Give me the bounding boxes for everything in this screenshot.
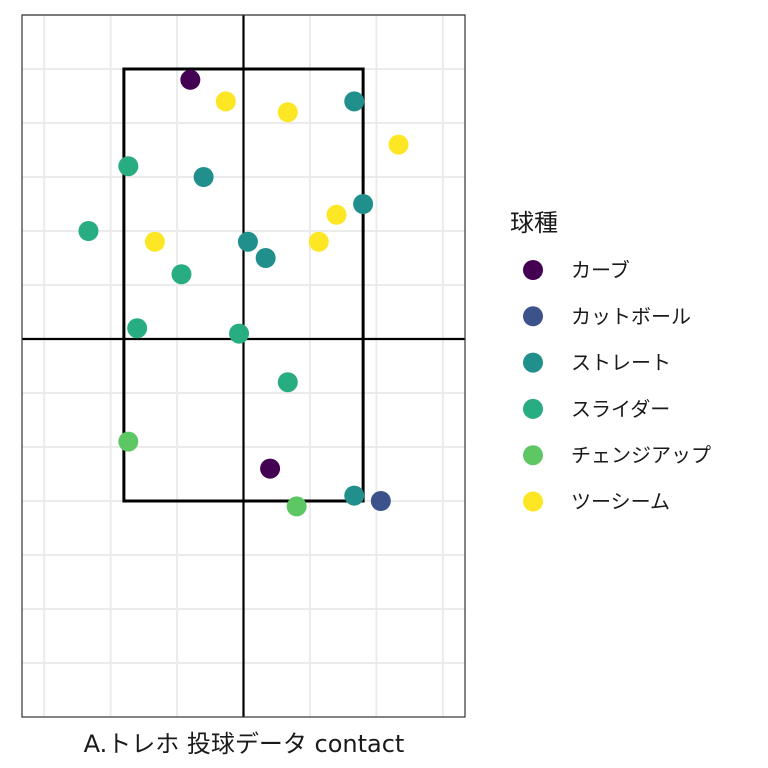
data-point bbox=[118, 431, 139, 452]
legend-swatch bbox=[523, 491, 543, 512]
data-point bbox=[78, 221, 99, 241]
data-point bbox=[344, 91, 365, 112]
strike-zone bbox=[122, 67, 365, 503]
data-point bbox=[193, 167, 214, 187]
data-point bbox=[171, 264, 192, 285]
data-point bbox=[277, 102, 298, 123]
data-point bbox=[286, 496, 307, 517]
legend-swatch bbox=[523, 352, 543, 373]
data-point bbox=[255, 248, 276, 268]
data-point bbox=[127, 318, 148, 339]
legend-swatch bbox=[523, 306, 543, 327]
data-point bbox=[229, 323, 250, 344]
data-point bbox=[370, 491, 391, 511]
data-point bbox=[260, 458, 281, 479]
legend-label: ツーシーム bbox=[571, 490, 670, 514]
legend-label: カットボール bbox=[571, 304, 691, 328]
legend-swatch bbox=[523, 445, 543, 466]
legend-label: ストレート bbox=[571, 351, 671, 375]
legend-swatch bbox=[523, 398, 543, 419]
data-point bbox=[215, 91, 236, 112]
legend-swatch bbox=[523, 260, 543, 280]
data-point bbox=[144, 231, 165, 252]
panel-border bbox=[21, 14, 466, 718]
x-axis-label: A.トレホ 投球データ contact bbox=[84, 730, 405, 758]
data-point bbox=[388, 134, 409, 155]
data-points bbox=[78, 69, 409, 517]
legend-label: スライダー bbox=[571, 397, 670, 421]
data-point bbox=[118, 156, 139, 177]
legend-label: カーブ bbox=[571, 258, 630, 282]
data-point bbox=[180, 69, 201, 90]
data-point bbox=[308, 231, 329, 252]
data-point bbox=[326, 204, 347, 225]
data-point bbox=[237, 231, 258, 252]
data-point bbox=[277, 372, 298, 393]
data-point bbox=[344, 485, 365, 506]
data-point bbox=[353, 194, 374, 214]
legend-label: チェンジアップ bbox=[571, 443, 711, 467]
strike-zone-layer bbox=[122, 67, 365, 503]
legend-title: 球種 bbox=[510, 209, 558, 237]
